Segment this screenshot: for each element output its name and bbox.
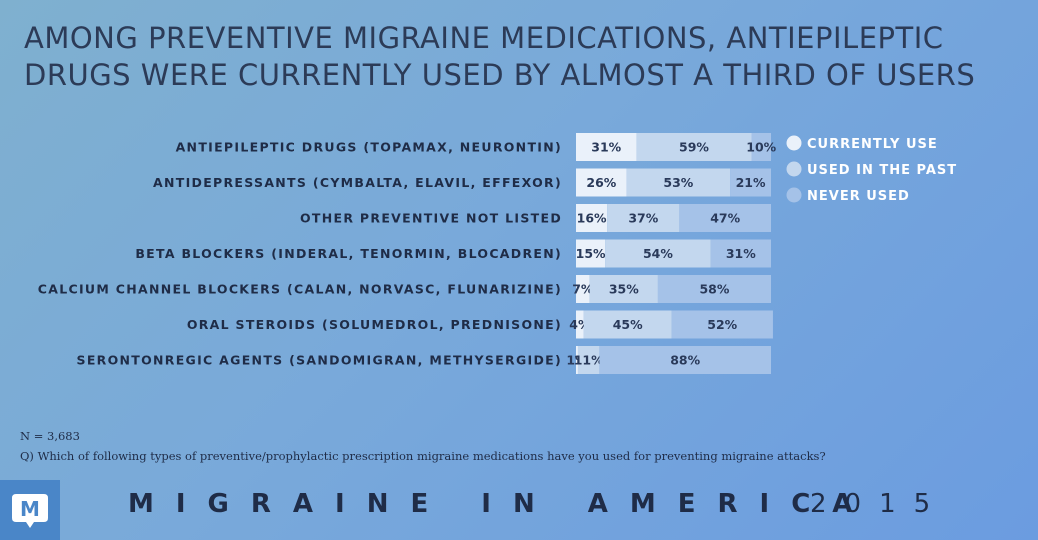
chart-title: AMONG PREVENTIVE MIGRAINE MEDICATIONS, A…: [24, 20, 1014, 94]
brand-name: MIGRAINE IN AMERICA: [128, 489, 875, 519]
brand-year: 2015: [810, 489, 949, 519]
title-line-1: AMONG PREVENTIVE MIGRAINE MEDICATIONS, A…: [24, 21, 944, 55]
bar-segment: [710, 239, 771, 268]
data-label: 21%: [736, 175, 766, 190]
bar-segment: [599, 346, 771, 374]
bar-segment: [730, 168, 771, 197]
data-label: 7%: [572, 282, 594, 297]
bar-segment: [576, 168, 627, 197]
bar-segment: [576, 133, 637, 161]
bar-segment: [636, 133, 752, 161]
bar-segment: [671, 310, 773, 339]
data-label: 15%: [576, 246, 606, 261]
bar-segment: [679, 204, 771, 232]
bar-segment: [751, 133, 771, 161]
data-label: 35%: [609, 282, 639, 297]
category-label: BETA BLOCKERS (INDERAL, TENORMIN, BLOCAD…: [135, 246, 562, 261]
category-label: SERONTONREGIC AGENTS (SANDOMIGRAN, METHY…: [77, 353, 562, 368]
legend-swatch: [786, 187, 802, 203]
legend-label: USED IN THE PAST: [807, 163, 957, 178]
category-label: ANTIEPILEPTIC DRUGS (TOPAMAX, NEURONTIN): [176, 140, 562, 155]
data-label: 26%: [586, 175, 616, 190]
bar-segment: [605, 239, 711, 268]
data-label: 59%: [679, 140, 709, 155]
data-label: 54%: [643, 246, 673, 261]
data-label: 10%: [746, 140, 776, 155]
bar-segment: [626, 168, 731, 197]
category-label: ORAL STEROIDS (SOLUMEDROL, PREDNISONE): [187, 317, 562, 332]
legend-label: CURRENTLY USE: [807, 137, 938, 152]
category-label: OTHER PREVENTIVE NOT LISTED: [300, 211, 562, 226]
data-label: 58%: [699, 282, 729, 297]
speech-bubble-m-icon: M: [12, 494, 48, 528]
category-label: ANTIDEPRESSANTS (CYMBALTA, ELAVIL, EFFEX…: [153, 175, 562, 190]
data-label: 11%: [574, 353, 604, 368]
survey-question: Q) Which of following types of preventiv…: [20, 449, 826, 463]
data-label: 53%: [663, 175, 693, 190]
data-label: 31%: [591, 140, 621, 155]
data-label: 31%: [726, 246, 756, 261]
data-label: 16%: [577, 211, 607, 226]
logo-letter: M: [20, 497, 40, 521]
data-label: 88%: [670, 353, 700, 368]
bar-segment: [589, 275, 658, 303]
bar-segment: [657, 275, 771, 303]
data-label: 45%: [613, 317, 643, 332]
bar-segment: [577, 346, 600, 374]
brand-logo: M: [0, 480, 60, 540]
data-label: 52%: [707, 317, 737, 332]
title-line-2: DRUGS WERE CURRENTLY USED BY ALMOST A TH…: [24, 58, 976, 92]
legend-swatch: [786, 161, 802, 177]
bar-segment: [583, 310, 672, 339]
bar-segment: [576, 204, 608, 232]
bar-segment: [576, 346, 578, 374]
bar-segment: [607, 204, 680, 232]
category-label: CALCIUM CHANNEL BLOCKERS (CALAN, NORVASC…: [38, 282, 562, 297]
bar-segment: [576, 275, 590, 303]
sample-size-note: N = 3,683: [20, 429, 80, 443]
data-label: 47%: [710, 211, 740, 226]
legend-swatch: [786, 135, 802, 151]
data-label: 37%: [628, 211, 658, 226]
stacked-bar-chart: ANTIEPILEPTIC DRUGS (TOPAMAX, NEURONTIN)…: [37, 133, 957, 374]
bar-segment: [576, 310, 584, 339]
bar-segment: [576, 239, 606, 268]
legend-label: NEVER USED: [807, 189, 910, 204]
